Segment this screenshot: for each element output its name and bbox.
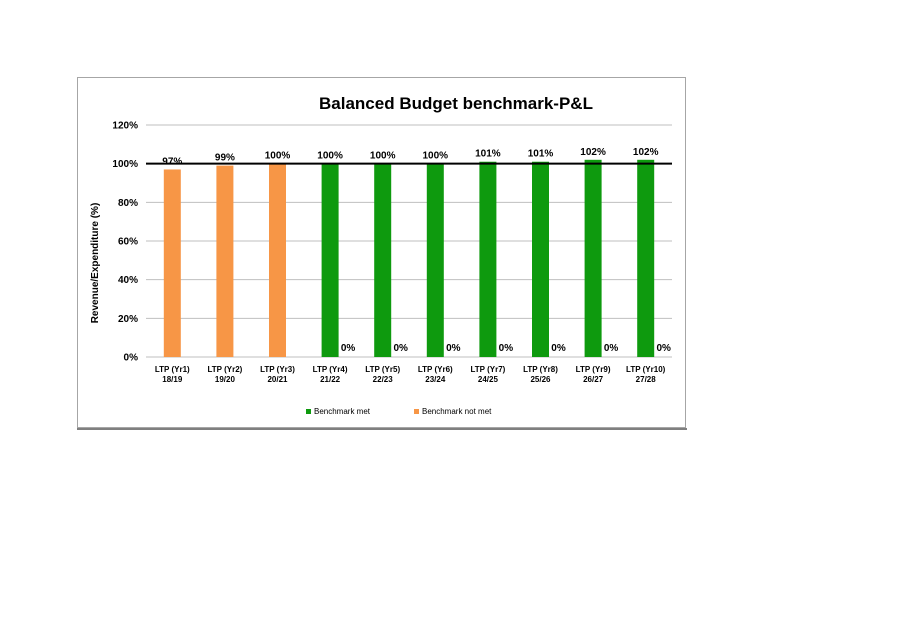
x-tick-label: LTP (Yr1)	[155, 365, 190, 374]
x-tick-label: 19/20	[215, 375, 236, 384]
x-tick-labels: LTP (Yr1)18/19 LTP (Yr2)19/20 LTP (Yr3)20/…	[155, 365, 666, 384]
data-label: 97%	[162, 156, 182, 167]
x-tick-label: LTP (Yr6)	[418, 365, 453, 374]
data-label: 0%	[551, 343, 566, 354]
x-tick-label: LTP (Yr8)	[523, 365, 558, 374]
y-axis-label: Revenue/Expenditure (%)	[90, 203, 101, 324]
bar	[584, 159, 602, 357]
data-label: 0%	[499, 343, 514, 354]
x-tick-label: LTP (Yr2)	[207, 365, 242, 374]
data-label: 0%	[604, 343, 619, 354]
bar	[269, 163, 286, 357]
bar	[216, 165, 234, 357]
data-label: 0%	[341, 343, 356, 354]
y-tick-label: 40%	[118, 275, 138, 286]
data-label: 102%	[580, 147, 606, 158]
x-tick-label: 22/23	[373, 375, 394, 384]
bar	[479, 161, 497, 357]
x-tick-label: 24/25	[478, 375, 499, 384]
bar	[374, 163, 392, 357]
data-label: 99%	[215, 153, 235, 164]
data-label: 101%	[475, 149, 501, 160]
x-tick-label: LTP (Yr10)	[626, 365, 666, 374]
x-tick-label: LTP (Yr5)	[365, 365, 400, 374]
x-tick-label: 21/22	[320, 375, 341, 384]
bar	[637, 159, 655, 357]
x-tick-label: LTP (Yr9)	[576, 365, 611, 374]
frame-shadow	[77, 428, 687, 430]
bar	[426, 163, 444, 357]
x-tick-label: 27/28	[636, 375, 657, 384]
legend-swatch	[414, 409, 419, 414]
legend: Benchmark met Benchmark not met	[306, 407, 492, 416]
x-tick-label: 20/21	[267, 375, 288, 384]
data-labels: 97% 99% 100% 100% 0% 100% 0% 100% 0% 101% 0% 101% 0%…	[162, 147, 671, 354]
data-label: 0%	[393, 343, 408, 354]
bar	[532, 161, 549, 357]
y-tick-label: 20%	[118, 314, 138, 325]
data-label: 102%	[633, 147, 659, 158]
data-label: 100%	[370, 151, 396, 162]
bar	[321, 163, 339, 357]
data-label: 100%	[423, 151, 449, 162]
bars	[163, 159, 655, 357]
legend-swatch	[306, 409, 311, 414]
x-tick-label: LTP (Yr4)	[313, 365, 348, 374]
legend-label: Benchmark met	[314, 407, 371, 416]
chart-svg: Balanced Budget benchmark-P&L Revenue/Ex…	[90, 94, 672, 416]
y-tick-label: 120%	[112, 121, 138, 132]
y-tick-labels: 0% 20% 40% 60% 80% 100% 120%	[112, 121, 138, 364]
data-label: 0%	[446, 343, 461, 354]
y-tick-label: 80%	[118, 198, 138, 209]
bar	[163, 169, 181, 357]
y-tick-label: 60%	[118, 237, 138, 248]
chart-title: Balanced Budget benchmark-P&L	[319, 94, 593, 113]
x-tick-label: 26/27	[583, 375, 604, 384]
y-tick-label: 0%	[124, 353, 139, 364]
x-tick-label: 23/24	[425, 375, 446, 384]
x-tick-label: 25/26	[530, 375, 551, 384]
y-tick-label: 100%	[112, 159, 138, 170]
chart-frame: Balanced Budget benchmark-P&L Revenue/Ex…	[77, 77, 686, 428]
legend-label: Benchmark not met	[422, 407, 492, 416]
data-label: 101%	[528, 149, 554, 160]
x-tick-label: 18/19	[162, 375, 183, 384]
data-label: 100%	[265, 151, 291, 162]
x-tick-label: LTP (Yr3)	[260, 365, 295, 374]
data-label: 100%	[317, 151, 343, 162]
x-tick-label: LTP (Yr7)	[470, 365, 505, 374]
data-label: 0%	[656, 343, 671, 354]
